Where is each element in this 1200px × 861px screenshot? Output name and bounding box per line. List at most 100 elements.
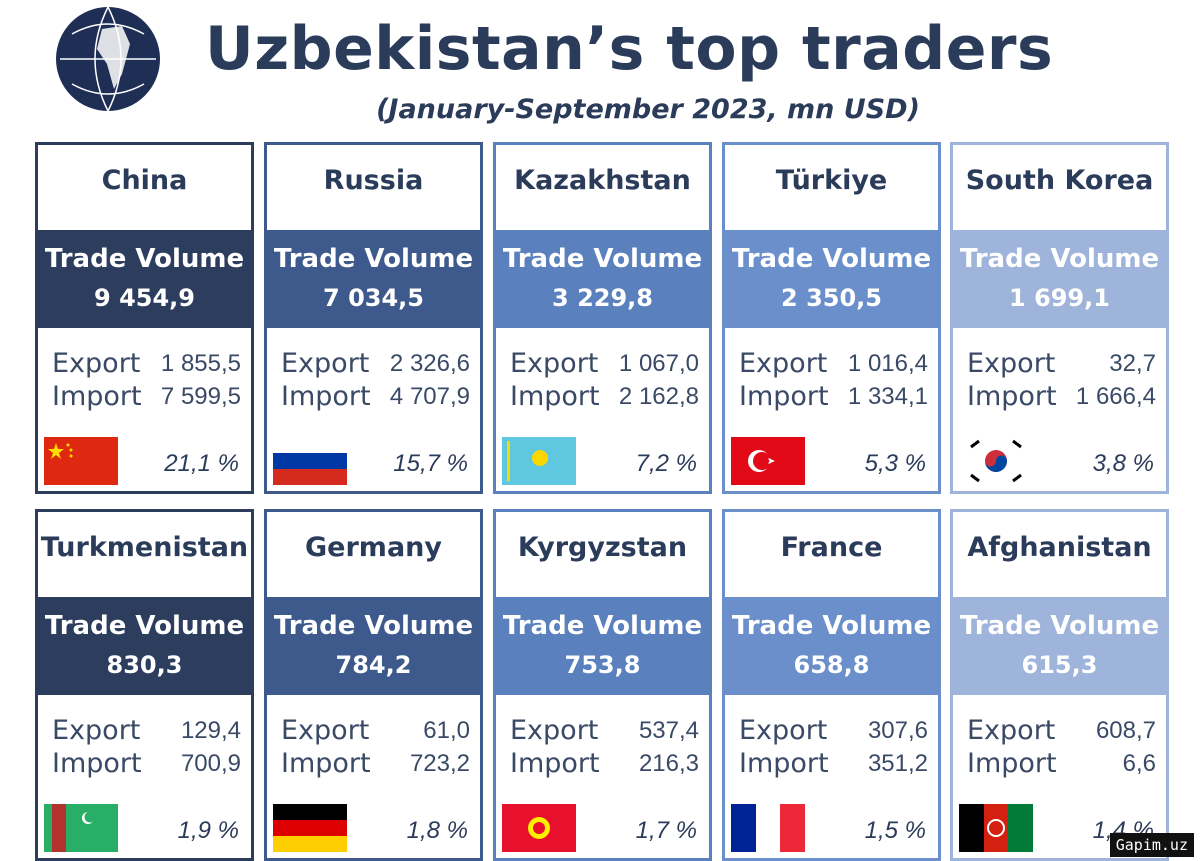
import-label: Import bbox=[967, 748, 1057, 779]
import-value: 351,2 bbox=[867, 750, 928, 777]
subtitle: (January-September 2023, mn USD) bbox=[376, 94, 920, 125]
trade-share: 1,7 % bbox=[635, 817, 697, 844]
trade-volume-label: Trade Volume bbox=[44, 611, 245, 641]
trade-volume-band: Trade Volume 7 034,5 bbox=[267, 230, 480, 328]
trade-volume-band: Trade Volume 1 699,1 bbox=[953, 230, 1166, 328]
import-label: Import bbox=[281, 381, 371, 412]
flag bbox=[959, 437, 1033, 485]
trade-volume-value: 1 699,1 bbox=[1009, 284, 1110, 312]
export-label: Export bbox=[510, 715, 599, 746]
trade-volume-value: 615,3 bbox=[1021, 651, 1098, 679]
import-label: Import bbox=[739, 381, 829, 412]
import-value: 1 666,4 bbox=[1075, 383, 1156, 410]
import-value: 4 707,9 bbox=[389, 383, 470, 410]
country-name: Türkiye bbox=[775, 165, 888, 196]
export-value: 2 326,6 bbox=[389, 350, 470, 377]
trade-volume-band: Trade Volume 9 454,9 bbox=[38, 230, 251, 328]
country-name: Turkmenistan bbox=[40, 532, 249, 563]
watermark: Gapim.uz bbox=[1109, 833, 1194, 857]
country-name: Russia bbox=[323, 165, 424, 196]
export-label: Export bbox=[967, 348, 1056, 379]
flag-box bbox=[273, 437, 347, 485]
trade-volume-band: Trade Volume 753,8 bbox=[496, 597, 709, 695]
trade-volume-label: Trade Volume bbox=[731, 244, 932, 274]
flag-box bbox=[44, 437, 118, 485]
country-card: France Trade Volume 658,8 Export 307,6 Import… bbox=[722, 509, 941, 861]
trade-volume-label: Trade Volume bbox=[959, 244, 1160, 274]
trade-share: 3,8 % bbox=[1092, 450, 1154, 477]
trade-volume-band: Trade Volume 784,2 bbox=[267, 597, 480, 695]
flag-box bbox=[731, 437, 805, 485]
trade-volume-value: 658,8 bbox=[793, 651, 870, 679]
trade-volume-label: Trade Volume bbox=[731, 611, 932, 641]
trade-share: 15,7 % bbox=[393, 450, 468, 477]
export-label: Export bbox=[52, 348, 141, 379]
import-value: 216,3 bbox=[638, 750, 699, 777]
import-value: 723,2 bbox=[409, 750, 470, 777]
export-value: 1 855,5 bbox=[160, 350, 241, 377]
country-card: Kazakhstan Trade Volume 3 229,8 Export 1 067… bbox=[493, 142, 712, 494]
trade-volume-value: 830,3 bbox=[106, 651, 183, 679]
globe-icon bbox=[56, 6, 160, 112]
import-label: Import bbox=[510, 748, 600, 779]
country-name: Germany bbox=[305, 532, 442, 563]
trade-volume-value: 9 454,9 bbox=[94, 284, 195, 312]
import-value: 6,6 bbox=[1122, 750, 1156, 777]
export-label: Export bbox=[510, 348, 599, 379]
flag bbox=[273, 804, 347, 852]
country-name: China bbox=[101, 165, 188, 196]
trade-share: 1,8 % bbox=[406, 817, 468, 844]
trade-volume-value: 753,8 bbox=[564, 651, 641, 679]
trade-volume-band: Trade Volume 615,3 bbox=[953, 597, 1166, 695]
trade-volume-label: Trade Volume bbox=[959, 611, 1160, 641]
flag-box bbox=[959, 804, 1033, 852]
export-label: Export bbox=[281, 715, 370, 746]
country-card: Kyrgyzstan Trade Volume 753,8 Export 537,4 Im… bbox=[493, 509, 712, 861]
country-card: Russia Trade Volume 7 034,5 Export 2 326,6 Im… bbox=[264, 142, 483, 494]
trade-volume-value: 3 229,8 bbox=[552, 284, 653, 312]
trade-share: 7,2 % bbox=[635, 450, 697, 477]
title: Uzbekistan’s top traders bbox=[205, 14, 1054, 84]
trade-volume-label: Trade Volume bbox=[273, 611, 474, 641]
trade-volume-label: Trade Volume bbox=[273, 244, 474, 274]
trade-volume-value: 2 350,5 bbox=[781, 284, 882, 312]
trade-volume-band: Trade Volume 3 229,8 bbox=[496, 230, 709, 328]
import-label: Import bbox=[967, 381, 1057, 412]
import-value: 700,9 bbox=[180, 750, 241, 777]
export-label: Export bbox=[52, 715, 141, 746]
flag-box bbox=[273, 804, 347, 852]
trade-volume-band: Trade Volume 830,3 bbox=[38, 597, 251, 695]
import-value: 1 334,1 bbox=[847, 383, 928, 410]
export-value: 608,7 bbox=[1095, 717, 1156, 744]
country-name: South Korea bbox=[965, 165, 1154, 196]
flag bbox=[44, 437, 118, 485]
trade-volume-band: Trade Volume 2 350,5 bbox=[725, 230, 938, 328]
trade-share: 5,3 % bbox=[864, 450, 926, 477]
export-value: 1 067,0 bbox=[618, 350, 699, 377]
import-label: Import bbox=[510, 381, 600, 412]
import-label: Import bbox=[52, 381, 142, 412]
export-label: Export bbox=[281, 348, 370, 379]
trade-volume-band: Trade Volume 658,8 bbox=[725, 597, 938, 695]
country-card: China Trade Volume 9 454,9 Export 1 855,5 Imp… bbox=[35, 142, 254, 494]
trade-volume-label: Trade Volume bbox=[44, 244, 245, 274]
flag bbox=[959, 804, 1033, 852]
export-value: 129,4 bbox=[180, 717, 241, 744]
flag-box bbox=[502, 804, 576, 852]
import-label: Import bbox=[281, 748, 371, 779]
import-value: 7 599,5 bbox=[160, 383, 241, 410]
trade-volume-label: Trade Volume bbox=[502, 244, 703, 274]
flag-box bbox=[731, 804, 805, 852]
flag bbox=[731, 437, 805, 485]
trade-share: 1,9 % bbox=[177, 817, 239, 844]
flag bbox=[44, 804, 118, 852]
country-card: Türkiye Trade Volume 2 350,5 Export 1 016,4 I… bbox=[722, 142, 941, 494]
trade-volume-value: 784,2 bbox=[335, 651, 412, 679]
export-value: 1 016,4 bbox=[847, 350, 928, 377]
export-value: 537,4 bbox=[638, 717, 699, 744]
flag-box bbox=[959, 437, 1033, 485]
flag-box bbox=[502, 437, 576, 485]
flag bbox=[502, 804, 576, 852]
country-name: Afghanistan bbox=[967, 532, 1152, 563]
